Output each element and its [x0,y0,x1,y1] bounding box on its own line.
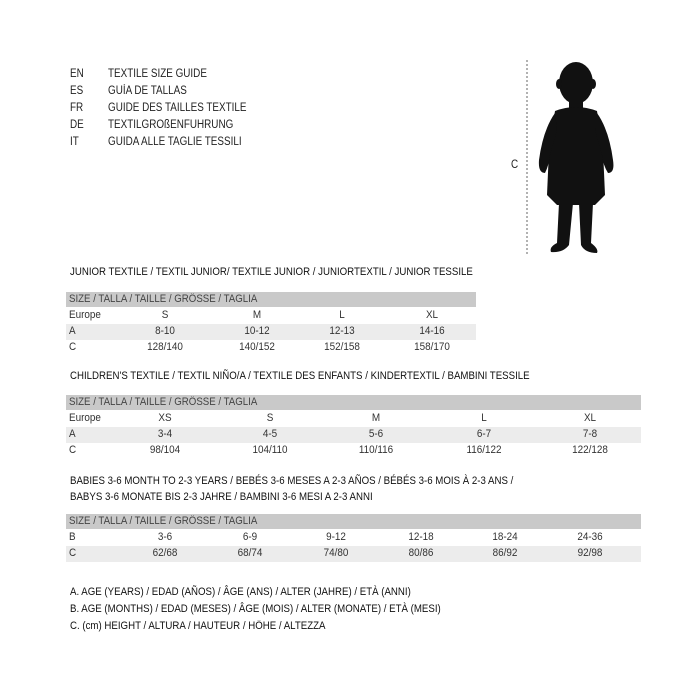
table-cell: 140/152 [239,341,275,353]
child-silhouette-icon [526,60,614,255]
lang-title: GUIDE DES TAILLES TEXTILE [108,102,247,114]
table-cell: XS [158,412,172,424]
row-label: A [69,428,76,440]
table-cell: 24-36 [577,531,603,543]
table-cell: 74/80 [323,547,349,559]
lang-code: IT [70,136,79,148]
row-label: A [69,325,76,337]
table-cell: 5-6 [368,428,384,440]
lang-code: ES [70,85,84,97]
table-cell: 92/98 [577,547,603,559]
lang-title: GUÍA DE TALLAS [108,85,187,97]
table-cell: 86/92 [492,547,518,559]
table-cell: M [371,412,381,424]
table-row: A 3-4 4-5 5-6 6-7 7-8 [66,427,641,443]
row-label: Europe [69,412,101,424]
row-label: C [69,547,77,559]
table-header-row: SIZE / TALLA / TAILLE / GRÖSSE / TAGLIA [66,514,641,529]
legend-line-a: A. AGE (YEARS) / EDAD (AÑOS) / ÂGE (ANS)… [70,586,411,598]
table-cell: S [161,309,169,321]
table-cell: 98/104 [149,444,181,456]
table-header-label: SIZE / TALLA / TAILLE / GRÖSSE / TAGLIA [69,515,258,527]
table-cell: 12-18 [408,531,434,543]
table-cell: 158/170 [414,341,450,353]
table-cell: 14-16 [419,325,445,337]
table-cell: 68/74 [237,547,263,559]
table-cell: 6-9 [242,531,258,543]
table-cell: XL [425,309,439,321]
table-cell: S [266,412,274,424]
table-row: A 8-10 10-12 12-13 14-16 [66,324,476,340]
table-cell: 12-13 [329,325,355,337]
table-cell: 80/86 [408,547,434,559]
table-cell: 128/140 [147,341,183,353]
table-row: Europe S M L XL [66,308,476,324]
lang-title: TEXTILGRÖßENFÜHRUNG [108,119,234,131]
table-cell: 9-12 [326,531,346,543]
table-title: JUNIOR TEXTILE / TEXTIL JUNIOR/ TEXTILE … [70,266,473,278]
table-row: C 128/140 140/152 152/158 158/170 [66,340,476,356]
table-cell: 6-7 [476,428,492,440]
table-cell: 18-24 [492,531,518,543]
table-cell: M [252,309,262,321]
table-header-row: SIZE / TALLA / TAILLE / GRÖSSE / TAGLIA [66,395,641,410]
lang-code: EN [70,68,84,80]
row-label: C [69,444,77,456]
lang-title: TEXTILE SIZE GUIDE [108,68,207,80]
table-cell: 10-12 [244,325,270,337]
table-title: BABIES 3-6 MONTH TO 2-3 YEARS / BEBÉS 3-… [70,475,514,487]
table-row: Europe XS S M L XL [66,411,641,427]
table-cell: 122/128 [572,444,608,456]
table-title: CHILDREN'S TEXTILE / TEXTIL NIÑO/A / TEX… [70,370,530,382]
table-cell: 62/68 [152,547,178,559]
legend-line-c: C. (cm) HEIGHT / ALTURA / HAUTEUR / HÖHE… [70,620,326,632]
table-cell: 3-6 [157,531,173,543]
table-cell: 104/110 [252,444,288,456]
lang-code: DE [70,119,84,131]
table-cell: 110/116 [358,444,394,456]
table-header-row: SIZE / TALLA / TAILLE / GRÖSSE / TAGLIA [66,292,476,307]
table-cell: 116/122 [466,444,502,456]
table-cell: 3-4 [157,428,173,440]
row-label: C [69,341,77,353]
table-cell: 4-5 [262,428,278,440]
table-row: B 3-6 6-9 9-12 12-18 18-24 24-36 [66,530,641,546]
row-label: B [69,531,76,543]
table-cell: L [481,412,487,424]
row-label: Europe [69,309,101,321]
table-cell: XL [583,412,597,424]
table-header-label: SIZE / TALLA / TAILLE / GRÖSSE / TAGLIA [69,293,258,305]
lang-title: GUIDA ALLE TAGLIE TESSILI [108,136,242,148]
table-row: C 98/104 104/110 110/116 116/122 122/128 [66,443,641,459]
height-measure-label: C [511,159,519,171]
table-cell: 7-8 [582,428,598,440]
table-cell: 152/158 [324,341,360,353]
lang-code: FR [70,102,84,114]
table-title-line2: BABYS 3-6 MONATE BIS 2-3 JAHRE / BAMBINI… [70,491,373,503]
table-cell: 8-10 [155,325,175,337]
table-header-label: SIZE / TALLA / TAILLE / GRÖSSE / TAGLIA [69,396,258,408]
table-cell: L [339,309,345,321]
legend-line-b: B. AGE (MONTHS) / EDAD (MESES) / ÂGE (MO… [70,603,441,615]
table-row: C 62/68 68/74 74/80 80/86 86/92 92/98 [66,546,641,562]
